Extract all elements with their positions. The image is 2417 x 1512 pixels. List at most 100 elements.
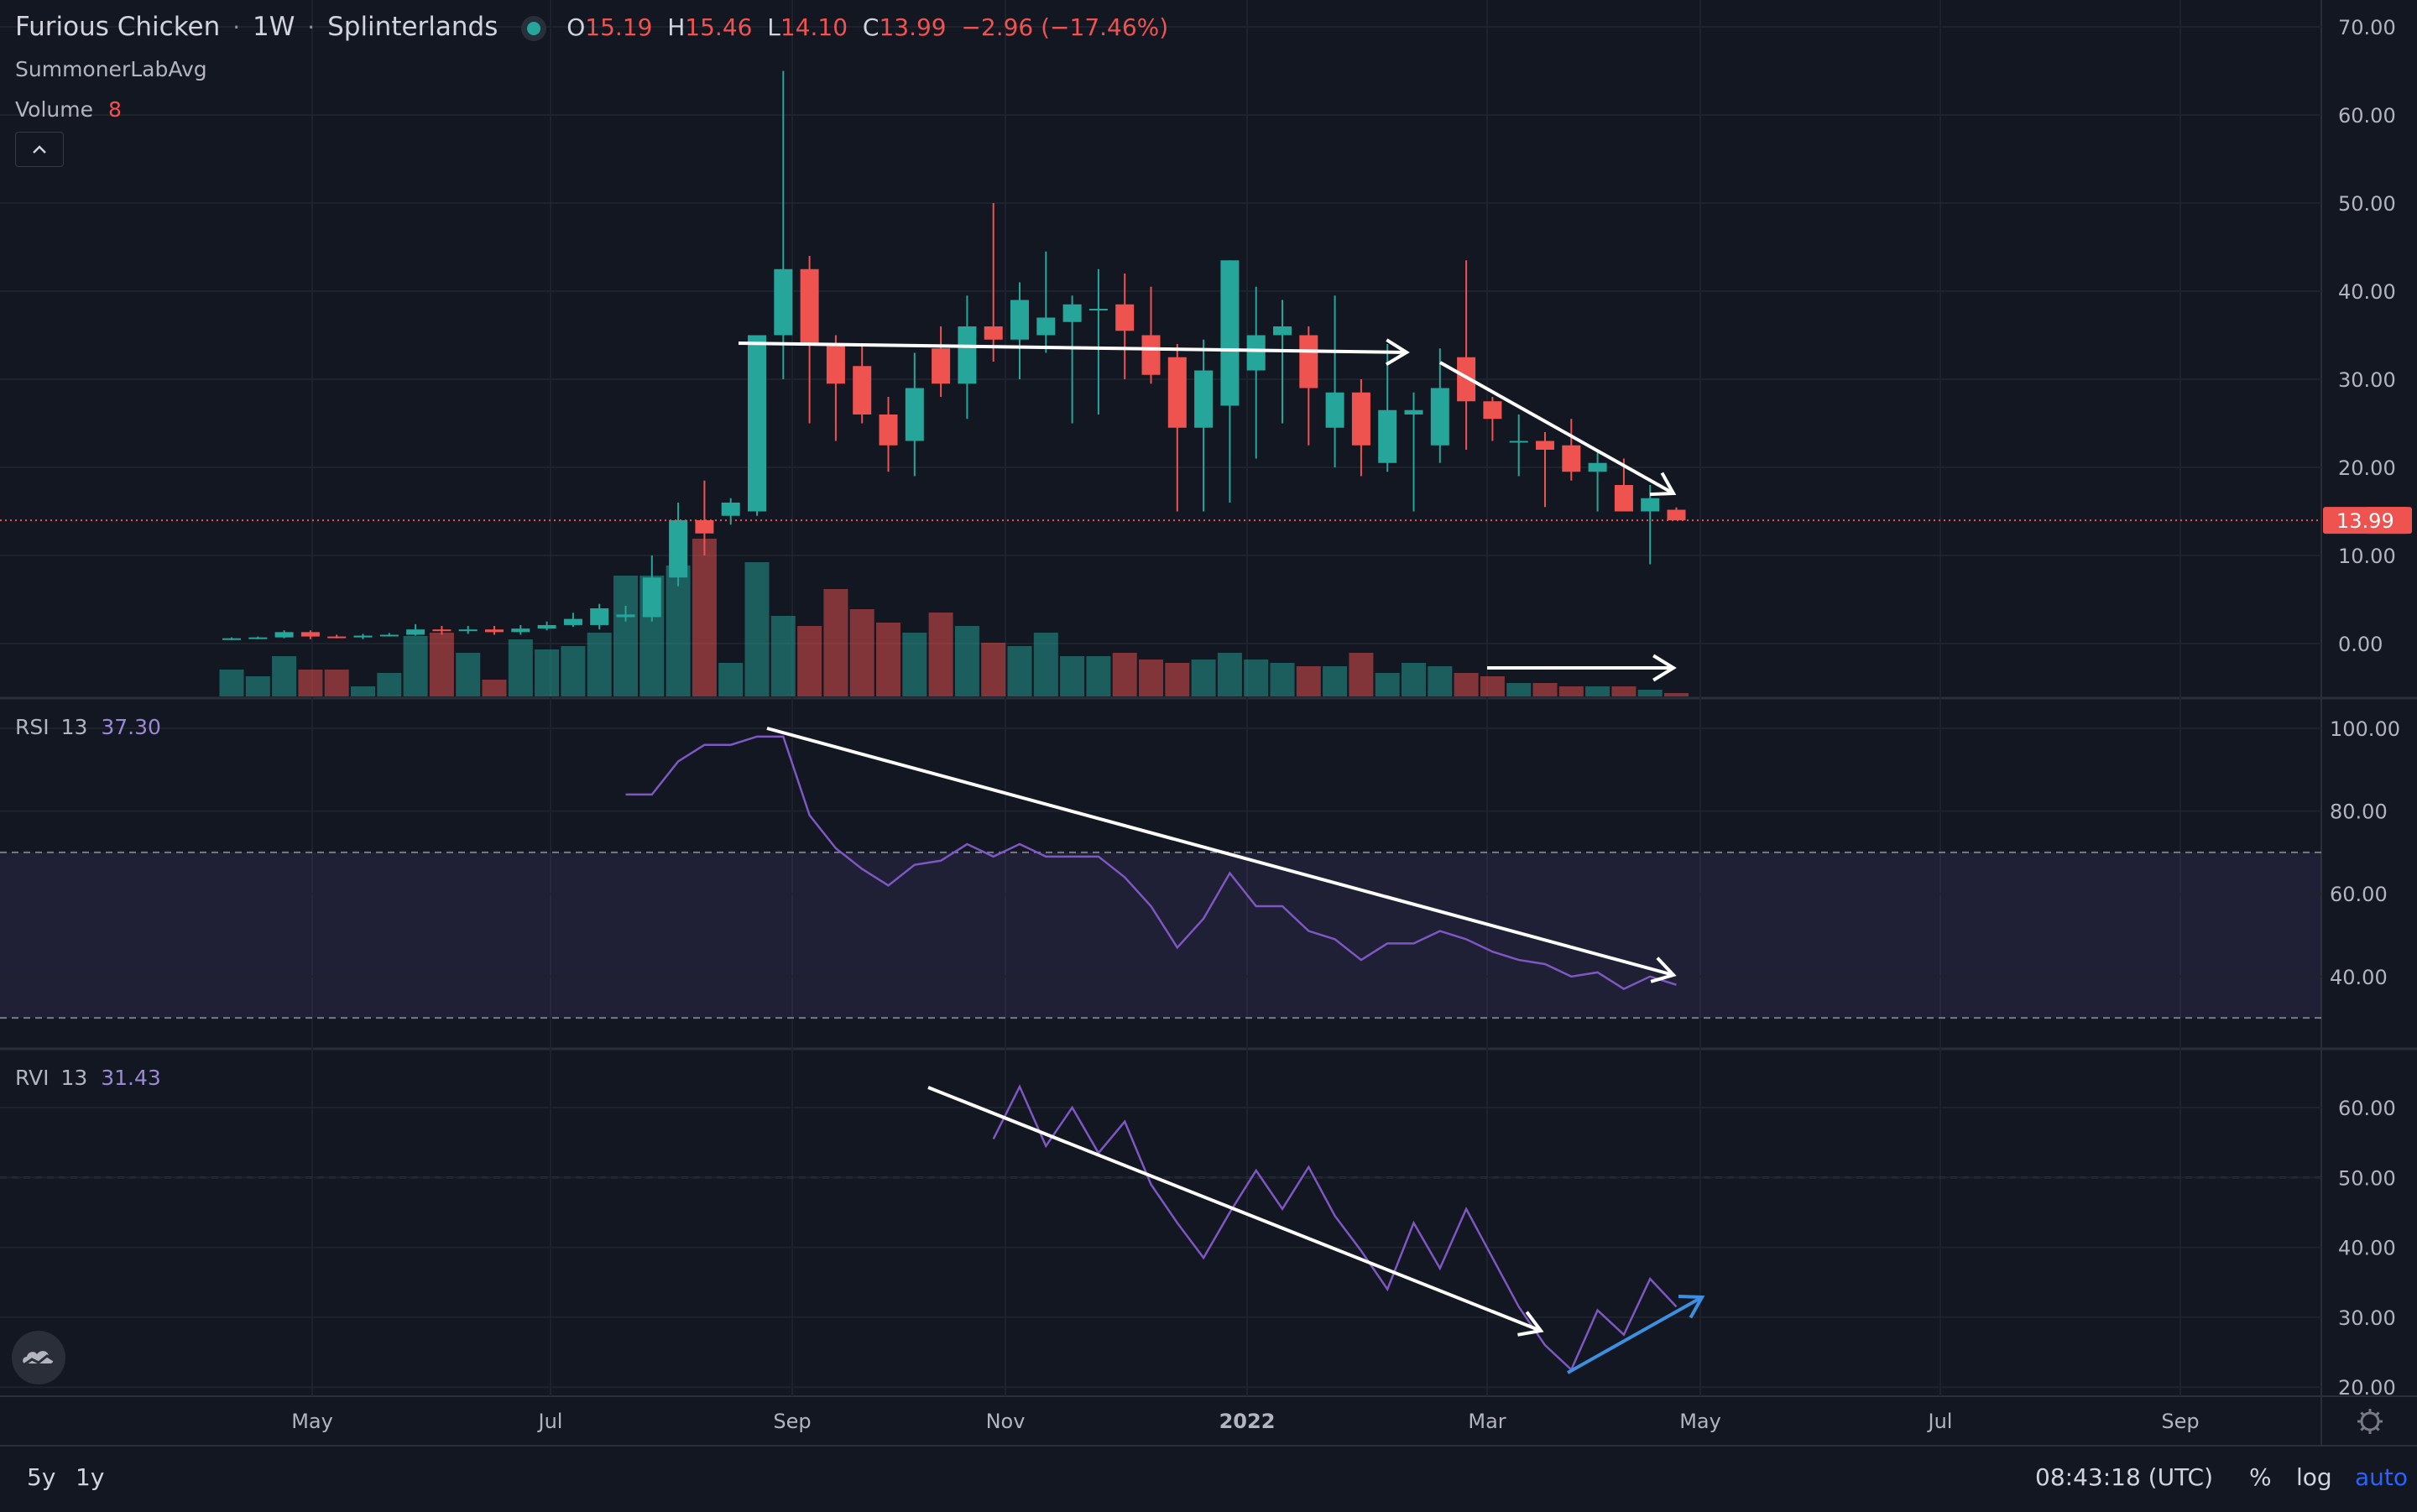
chart-canvas[interactable]: 70.00 60.00 50.00 40.00 30.00 20.00 10.00 0.00 1… <box>0 0 2417 1445</box>
bottom-toolbar: 5y 1y 08:43:18 (UTC) % log auto <box>0 1445 2417 1512</box>
interval-label[interactable]: 1W <box>253 12 295 42</box>
volume-bar <box>1428 666 1453 696</box>
candle-body <box>1167 357 1187 428</box>
candle-body <box>1667 509 1686 521</box>
volume-bar <box>324 670 349 696</box>
volume-bar <box>1033 633 1058 696</box>
candle-body <box>1062 304 1082 322</box>
volume-bar <box>508 639 533 696</box>
volume-bar <box>587 633 612 696</box>
price-axis-tick-label: 0.00 <box>2338 633 2383 656</box>
volume-label: Volume <box>15 97 93 122</box>
volume-bar <box>1664 693 1689 696</box>
volume-bar <box>770 616 796 696</box>
trend-arrow-rsi-shaft <box>766 727 1674 977</box>
candle-body <box>1588 462 1607 472</box>
candle-body <box>905 388 924 441</box>
volume-bar <box>981 643 1006 696</box>
rsi-axis-tick-label: 60.00 <box>2330 883 2388 906</box>
candle-body <box>327 636 347 639</box>
volume-bar <box>1060 656 1085 696</box>
candle-body <box>1562 445 1581 472</box>
open-value: 15.19 <box>585 13 653 41</box>
candle-body <box>1430 388 1449 446</box>
volume-bar <box>1139 660 1163 696</box>
volume-bar <box>1375 673 1400 696</box>
rsi-axis-tick-label: 100.00 <box>2330 717 2400 741</box>
volume-bar <box>561 646 586 696</box>
close-value: 13.99 <box>879 13 947 41</box>
rvi-legend[interactable]: RVI 13 31.43 <box>15 1066 161 1090</box>
collapse-legend-button[interactable] <box>15 132 64 167</box>
clock-readout[interactable]: 08:43:18 (UTC) <box>2035 1463 2214 1491</box>
candle-body <box>379 634 399 637</box>
settings-gear-icon[interactable] <box>2357 1409 2383 1434</box>
rvi-axis-tick-label: 40.00 <box>2338 1237 2396 1260</box>
cloud-logo-icon <box>23 1351 55 1367</box>
range-5y-button[interactable]: 5y <box>27 1463 56 1491</box>
volume-bar <box>692 539 717 696</box>
volume-bar <box>1217 653 1242 696</box>
log-scale-button[interactable]: log <box>2296 1463 2332 1491</box>
candle-body <box>984 326 1003 340</box>
auto-scale-button[interactable]: auto <box>2355 1463 2409 1491</box>
trend-arrow-rvi-head <box>1517 1311 1544 1337</box>
volume-bar <box>535 649 560 696</box>
tradingview-logo-button[interactable] <box>12 1331 65 1384</box>
trend-arrow-rsi-head <box>1650 957 1677 983</box>
candle-body <box>616 614 635 618</box>
candle-body <box>300 632 320 637</box>
volume-bar <box>1349 653 1374 696</box>
candle-body <box>590 608 609 625</box>
candle-body <box>958 326 977 384</box>
volume-bar <box>1454 673 1479 696</box>
indicator-legend-volume[interactable]: Volume 8 <box>15 97 122 122</box>
candle-body <box>1641 498 1660 512</box>
rvi-axis-tick-label: 20.00 <box>2338 1376 2396 1400</box>
symbol-name[interactable]: Furious Chicken <box>15 12 221 42</box>
volume-bar <box>1558 686 1584 696</box>
candle-body <box>1273 326 1292 336</box>
trend-arrow-volume <box>1487 654 1677 682</box>
range-1y-button[interactable]: 1y <box>76 1463 105 1491</box>
volume-bar <box>1296 666 1321 696</box>
candle-body <box>1194 370 1214 428</box>
volume-bar <box>823 589 848 696</box>
candle-body <box>853 366 872 414</box>
candle-body <box>406 629 425 635</box>
volume-bar <box>245 676 270 696</box>
volume-bar <box>429 633 454 696</box>
time-axis-tick-label: Jul <box>1927 1410 1953 1433</box>
rvi-line <box>992 1084 1678 1372</box>
volume-bar <box>876 623 901 696</box>
trend-arrow-down-price-shaft <box>1439 361 1674 495</box>
candle-body <box>511 628 530 633</box>
rsi-length: 13 <box>60 715 88 739</box>
volume-bar <box>403 636 428 696</box>
candle-body <box>1115 304 1135 331</box>
trend-arrow-rvi-up <box>1567 1294 1705 1374</box>
time-axis-tick-label: Sep <box>2161 1410 2199 1433</box>
volume-bar <box>1402 663 1426 696</box>
volume-bar <box>613 576 638 696</box>
trend-arrow-volume-head <box>1652 654 1677 682</box>
volume-bar <box>744 562 770 696</box>
candle-body <box>248 637 268 639</box>
rsi-legend[interactable]: RSI 13 37.30 <box>15 715 161 739</box>
volume-bar <box>1637 690 1663 696</box>
trend-arrow-rvi-up-head <box>1678 1294 1705 1319</box>
indicator-legend-summonerlab[interactable]: SummonerLabAvg <box>15 57 207 81</box>
volume-bar <box>1086 656 1111 696</box>
candle-body <box>932 348 951 384</box>
candle-body <box>1351 392 1370 446</box>
low-value: 14.10 <box>780 13 848 41</box>
volume-bar <box>718 663 744 696</box>
volume-bar <box>351 686 375 696</box>
percent-scale-button[interactable]: % <box>2249 1463 2272 1491</box>
candle-body <box>563 618 582 625</box>
candle-body <box>695 520 714 534</box>
time-axis-tick-label: Nov <box>986 1410 1026 1433</box>
candle-body <box>1536 441 1554 450</box>
price-axis-tick-label: 20.00 <box>2338 456 2396 480</box>
volume-bar <box>219 670 244 696</box>
